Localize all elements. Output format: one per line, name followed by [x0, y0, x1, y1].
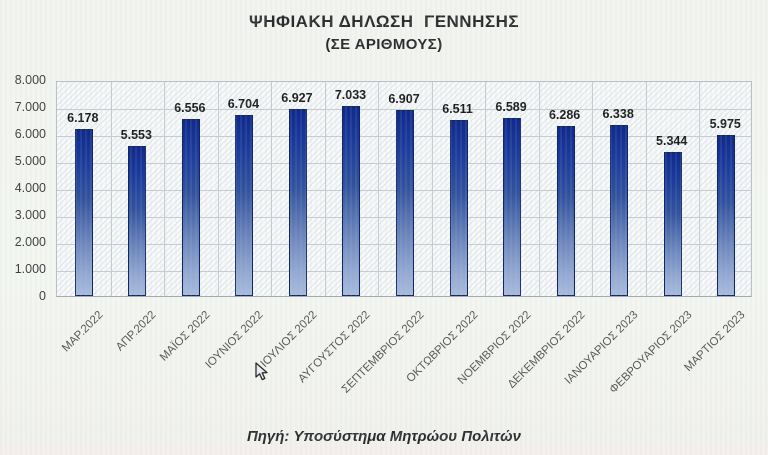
x-axis-category-label: ΙΑΝΟΥΑΡΙΟΣ 2023	[562, 309, 641, 387]
chart-subtitle: (ΣΕ ΑΡΙΘΜΟΥΣ)	[325, 36, 443, 53]
x-axis-category-label: ΦΕΒΡΟΥΑΡΙΟΣ 2023	[607, 309, 695, 396]
bar	[342, 106, 361, 296]
y-axis-tick-label: 8.000	[14, 73, 46, 87]
gridline-vertical	[645, 82, 647, 296]
bar-value-label: 6.286	[548, 108, 581, 123]
plot-area	[56, 81, 752, 297]
y-axis-tick-label: 3.000	[14, 208, 46, 222]
bar	[181, 119, 200, 296]
gridline-vertical	[378, 82, 380, 296]
bar	[717, 134, 736, 296]
x-axis-category-label: ΟΚΤΩΒΡΙΟΣ 2022	[404, 309, 481, 385]
y-axis-tick-label: 4.000	[14, 181, 46, 195]
gridline-vertical	[324, 82, 326, 296]
gridline-vertical	[538, 82, 540, 296]
bar-value-label: 6.338	[602, 106, 634, 121]
bar	[449, 120, 468, 296]
gridline-vertical	[592, 82, 594, 296]
gridline-vertical	[271, 82, 273, 296]
y-axis-tick-label: 7.000	[14, 100, 46, 114]
bar	[503, 118, 522, 296]
chart-title: ΨΗΦΙΑΚΗ ΔΗΛΩΣΗ ΓΕΝΝΗΣΗΣ	[248, 12, 520, 31]
source-caption: Πηγή: Υποσύστημα Μητρώου Πολιτών	[247, 428, 521, 445]
gridline-vertical	[485, 82, 487, 296]
bar-value-label: 7.033	[334, 88, 367, 103]
gridline-vertical	[164, 82, 166, 296]
mouse-cursor-icon	[255, 362, 268, 381]
x-axis-category-label: ΝΟΕΜΒΡΙΟΣ 2022	[455, 309, 534, 387]
x-axis-category-label: ΜΑΪΟΣ 2022	[157, 309, 213, 364]
bar-value-label: 6.178	[67, 111, 99, 126]
gridline-vertical	[217, 82, 219, 296]
bar-value-label: 6.704	[227, 96, 260, 111]
x-axis-category-label: ΑΥΓΟΥΣΤΟΣ 2022	[296, 309, 373, 386]
gridline-vertical	[431, 82, 433, 296]
x-axis-category-label: ΑΠΡ.2022	[114, 309, 159, 354]
bar	[128, 146, 147, 296]
y-axis-tick-label: 6.000	[14, 127, 46, 141]
bar	[74, 129, 93, 296]
bar-value-label: 5.553	[120, 128, 152, 143]
bar-value-label: 6.511	[442, 102, 473, 117]
bar	[663, 151, 682, 296]
y-axis-tick-label: 5.000	[14, 154, 46, 168]
x-axis-category-label: ΙΟΥΝΙΟΣ 2022	[203, 309, 266, 372]
gridline-vertical	[699, 82, 701, 296]
bar	[396, 109, 414, 296]
y-axis-tick-label: 1.000	[14, 262, 46, 276]
x-axis-category-label: ΣΕΠΤΕΜΒΡΙΟΣ 2022	[339, 309, 427, 396]
chart-region: 0 1.000 2.000 3.000 4.000 5.000 6.000 7.000 8.00…	[14, 73, 752, 396]
gridline-horizontal	[57, 109, 751, 110]
bar-value-label: 5.344	[656, 133, 688, 148]
x-axis-category-label: ΜΑΡ.2022	[59, 309, 106, 355]
bar-value-label: 6.589	[495, 100, 527, 115]
bar-value-label: 6.907	[388, 91, 420, 106]
bar-value-label: 6.556	[174, 100, 206, 115]
bar-value-label: 6.927	[281, 90, 313, 105]
x-axis-category-label: ΔΕΚΕΜΒΡΙΟΣ 2022	[505, 309, 588, 391]
x-axis-category-label: ΜΑΡΤΙΟΣ 2023	[682, 309, 748, 375]
bar	[288, 108, 307, 296]
bar-value-label: 5.975	[709, 116, 741, 131]
bar	[235, 115, 254, 296]
bar	[610, 124, 629, 296]
bar	[556, 126, 575, 296]
y-axis-tick-label: 2.000	[14, 235, 46, 249]
y-axis-tick-label: 0	[39, 289, 46, 303]
gridline-vertical	[110, 82, 112, 296]
